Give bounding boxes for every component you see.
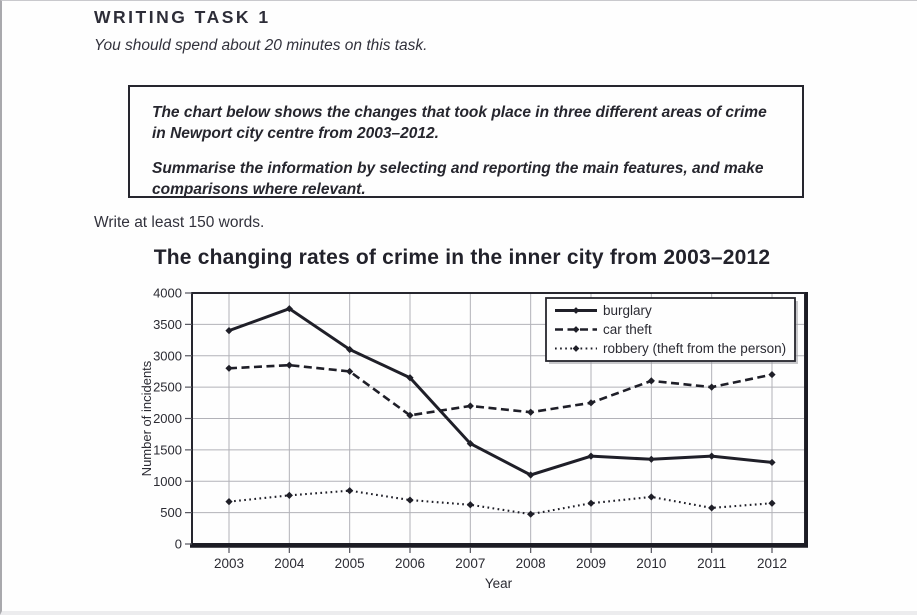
x-axis-tick-label: 2009 xyxy=(576,556,606,571)
y-axis-tick-label: 4000 xyxy=(153,286,182,301)
data-point-marker xyxy=(285,361,293,369)
y-axis-tick-label: 500 xyxy=(160,505,182,520)
x-axis-tick-label: 2010 xyxy=(636,556,666,571)
legend-label: robbery (theft from the person) xyxy=(603,341,786,356)
data-point-marker xyxy=(768,370,776,379)
data-point-marker xyxy=(587,452,595,460)
x-axis-tick-label: 2005 xyxy=(335,556,365,571)
y-axis-tick-label: 3500 xyxy=(153,317,182,332)
data-point-marker xyxy=(225,327,233,335)
y-axis-tick-label: 1500 xyxy=(153,442,182,457)
x-axis-tick-label: 2011 xyxy=(697,556,726,571)
time-instruction: You should spend about 20 minutes on thi… xyxy=(94,37,428,54)
task-box: The chart below shows the changes that t… xyxy=(128,85,804,198)
y-axis-tick-label: 1000 xyxy=(153,474,182,489)
y-axis-tick-label: 2500 xyxy=(153,380,182,395)
data-point-marker xyxy=(406,411,414,419)
x-axis-tick-label: 2012 xyxy=(757,556,787,571)
chart-title: The changing rates of crime in the inner… xyxy=(153,246,771,269)
data-point-marker xyxy=(587,499,595,507)
data-point-marker xyxy=(346,367,354,376)
data-point-marker xyxy=(708,504,716,512)
legend-sample-marker xyxy=(572,345,580,352)
x-axis-title: Year xyxy=(485,576,513,591)
task-statement-paragraph-1: The chart below shows the changes that t… xyxy=(152,104,767,143)
legend-sample-marker xyxy=(572,326,580,333)
legend-label: burglary xyxy=(603,303,652,318)
data-point-marker xyxy=(647,493,655,501)
data-point-marker xyxy=(527,471,535,479)
legend-label: car theft xyxy=(603,322,652,337)
data-point-marker xyxy=(225,364,233,372)
data-point-marker xyxy=(527,510,535,518)
data-point-marker xyxy=(647,455,655,463)
data-point-marker xyxy=(708,452,716,460)
data-point-marker xyxy=(647,377,655,385)
x-axis-tick-label: 2008 xyxy=(516,556,546,571)
data-point-marker xyxy=(466,501,474,509)
legend-sample-marker xyxy=(572,307,580,314)
data-point-marker xyxy=(285,305,293,313)
x-axis-tick-label: 2007 xyxy=(455,556,485,571)
data-point-marker xyxy=(225,498,233,506)
data-point-marker xyxy=(587,399,595,407)
x-axis-tick-label: 2006 xyxy=(395,556,425,571)
data-point-marker xyxy=(527,408,535,416)
data-point-marker xyxy=(768,499,776,507)
series-line-dashed xyxy=(228,363,773,417)
y-axis-title: Number of incidents xyxy=(139,360,154,476)
data-point-marker xyxy=(406,496,414,504)
y-axis-tick-label: 3000 xyxy=(153,348,182,363)
series-line-dotted xyxy=(228,489,773,516)
x-axis-tick-label: 2003 xyxy=(214,556,244,571)
data-point-marker xyxy=(285,491,293,499)
y-axis-tick-label: 0 xyxy=(175,537,182,552)
x-axis-tick-label: 2004 xyxy=(274,556,305,571)
data-point-marker xyxy=(708,383,716,391)
word-count-note: Write at least 150 words. xyxy=(94,214,265,231)
writing-task-heading: WRITING TASK 1 xyxy=(94,7,271,27)
data-point-marker xyxy=(768,458,776,467)
task-statement-paragraph-2: Summarise the information by selecting a… xyxy=(152,159,764,199)
y-axis-tick-label: 2000 xyxy=(153,411,182,426)
crime-line-chart: 0 500 1000 1500 2000 2500 3000 3500 4000 2003 2004… xyxy=(139,286,808,591)
data-point-marker xyxy=(466,402,474,410)
data-point-marker xyxy=(346,487,354,495)
series-line-solid xyxy=(228,307,773,477)
